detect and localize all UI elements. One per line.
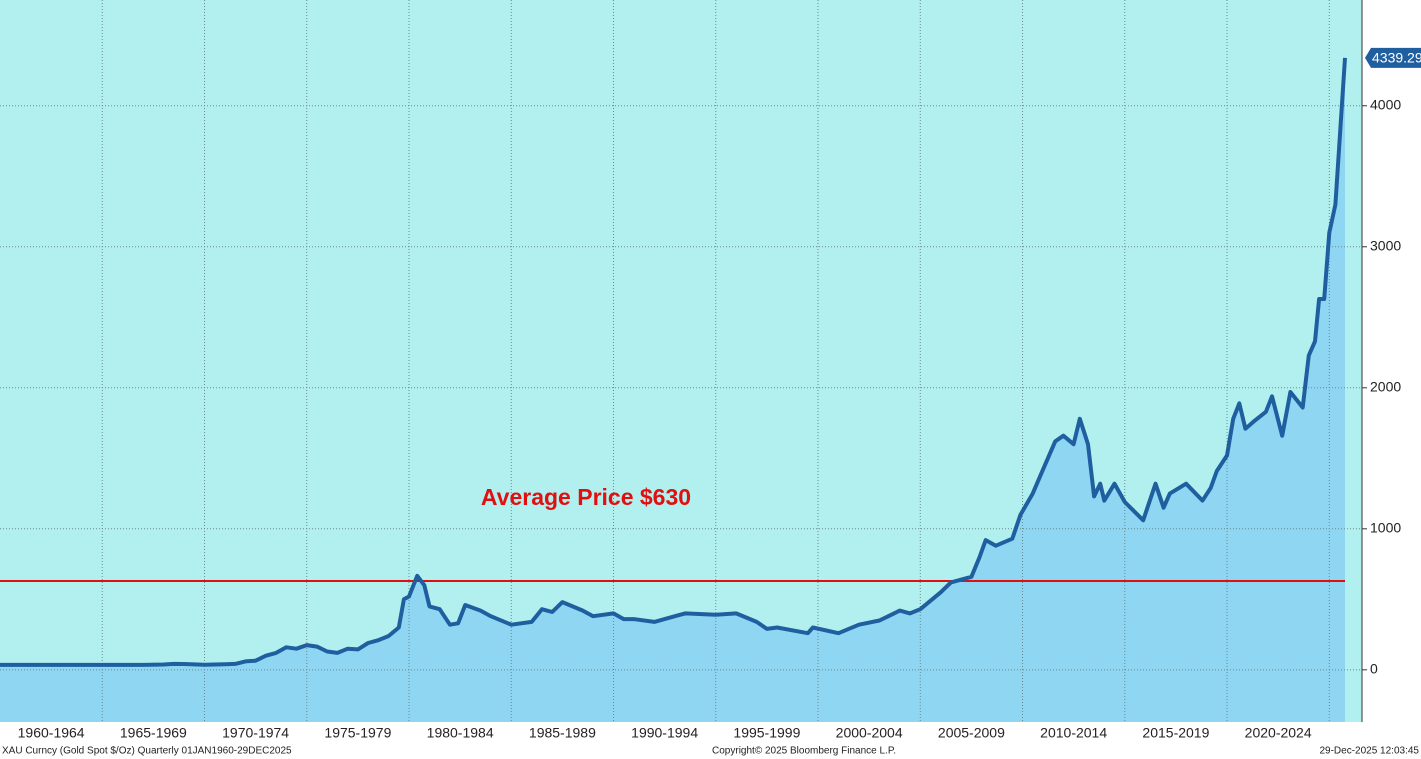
line bbox=[0, 57, 1347, 667]
y-tick-label: 2000 bbox=[1370, 378, 1401, 394]
x-tick-label: 1990-1994 bbox=[631, 725, 698, 741]
last-value-label: 4339.29 bbox=[1372, 50, 1421, 66]
x-tick-label: 2000-2004 bbox=[836, 725, 903, 741]
y-tick-label: 4000 bbox=[1370, 96, 1401, 112]
x-tick-label: 1995-1999 bbox=[733, 725, 800, 741]
average-label: Average Price $630 bbox=[481, 484, 691, 510]
x-tick-label: 1980-1984 bbox=[427, 725, 494, 741]
x-tick-label: 1975-1979 bbox=[324, 725, 391, 741]
x-tick-label: 1960-1964 bbox=[18, 725, 85, 741]
x-tick-label: 2005-2009 bbox=[938, 725, 1005, 741]
x-tick-label: 2010-2014 bbox=[1040, 725, 1107, 741]
y-tick-label: 3000 bbox=[1370, 237, 1401, 253]
x-tick-label: 2020-2024 bbox=[1245, 725, 1312, 741]
x-tick-label: 1965-1969 bbox=[120, 725, 187, 741]
x-tick-label: 1985-1989 bbox=[529, 725, 596, 741]
x-tick-label: 1970-1974 bbox=[222, 725, 289, 741]
footer-left: XAU Curncy (Gold Spot $/Oz) Quarterly 01… bbox=[2, 746, 292, 757]
last-value-box bbox=[1365, 47, 1421, 68]
footer-center: Copyright© 2025 Bloomberg Finance L.P. bbox=[712, 746, 896, 757]
y-tick-label: 1000 bbox=[1370, 520, 1401, 536]
y-tick-label: 0 bbox=[1370, 661, 1378, 677]
x-tick-label: 2015-2019 bbox=[1142, 725, 1209, 741]
footer-right: 29-Dec-2025 12:03:45 bbox=[1319, 746, 1419, 757]
area bbox=[0, 57, 1345, 722]
